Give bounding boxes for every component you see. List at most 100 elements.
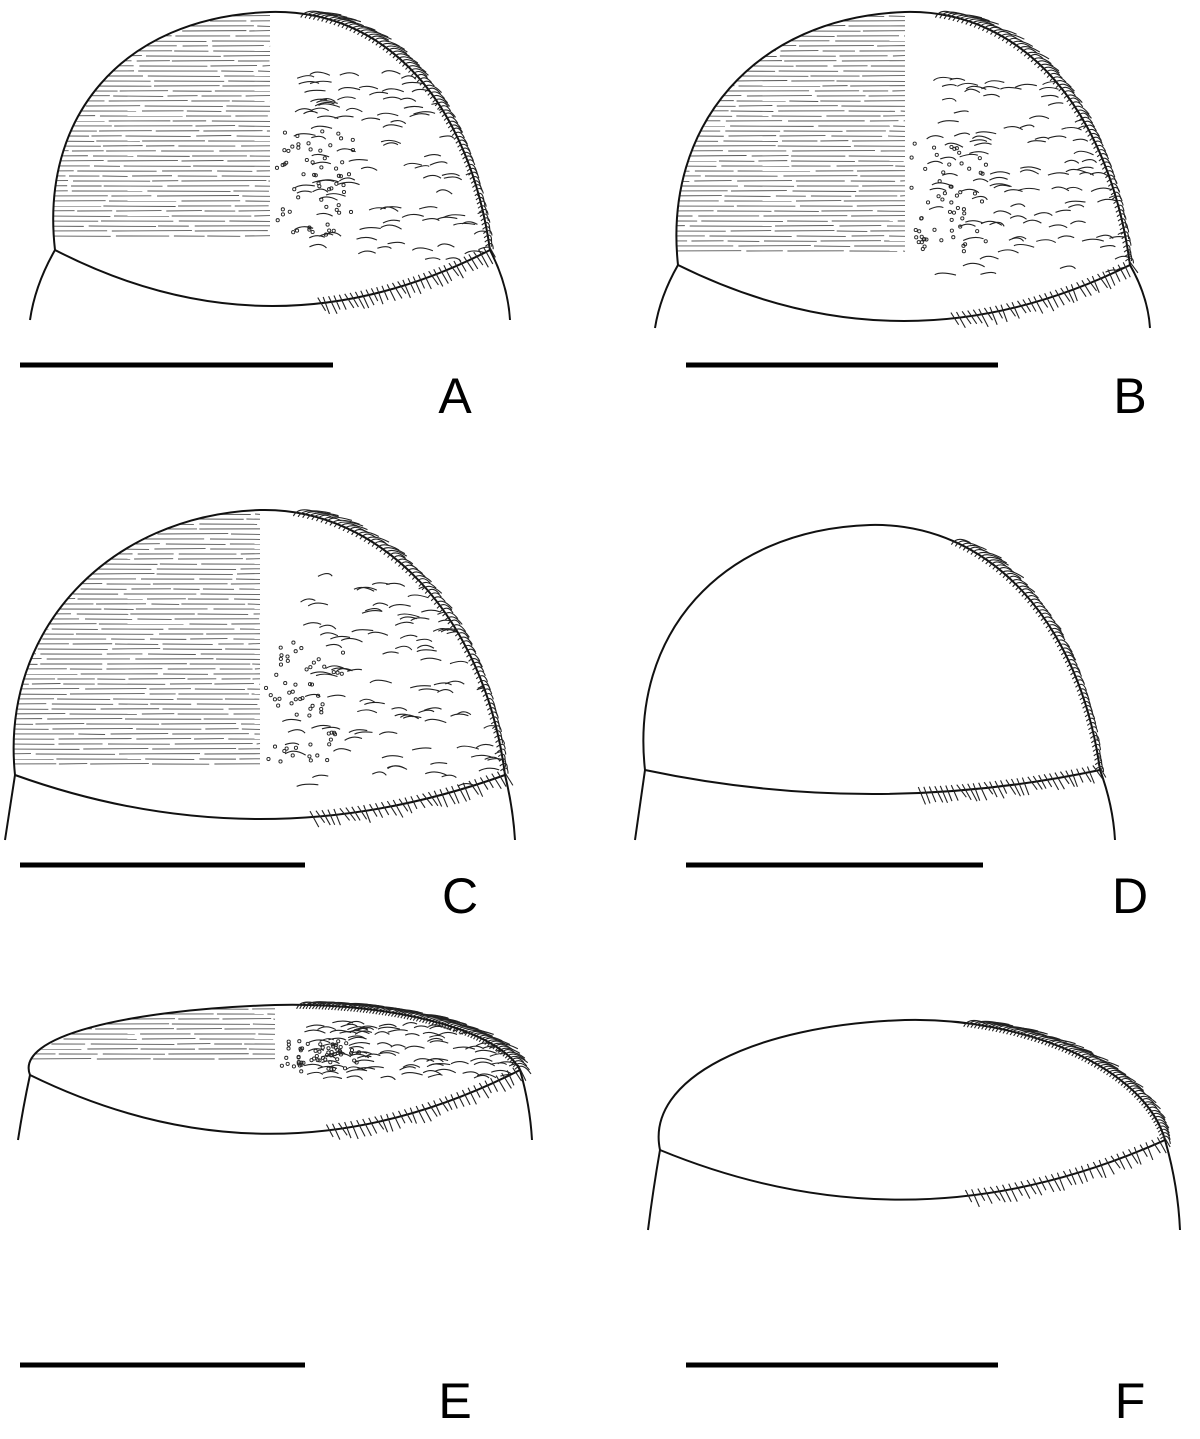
puncture [329,730,334,735]
marginal-seta [507,1055,529,1064]
puncture [332,730,337,735]
puncture [274,672,279,677]
seta [424,718,447,724]
basal-seta [1002,1184,1012,1203]
marginal-seta [1050,631,1065,638]
marginal-seta [419,80,435,87]
seta [325,193,346,197]
marginal-seta [445,120,462,130]
seta [413,111,436,115]
seta [293,133,316,137]
puncture [266,756,271,762]
seta [1104,98,1121,103]
basal-seta [971,1189,980,1208]
basal-seta [1054,289,1065,306]
seta [348,1036,367,1041]
marginal-seta [482,226,491,234]
puncture [279,653,284,658]
seta [346,1020,365,1025]
basal-seta [1054,772,1065,790]
marginal-seta [499,762,508,770]
marginal-seta [364,33,392,40]
basal-seta [338,1122,348,1136]
puncture [932,227,937,232]
basal-seta [344,293,355,309]
seta [333,748,352,752]
seta [356,1067,376,1070]
seta [360,166,378,171]
marginal-seta [449,624,467,633]
basal-seta [422,793,433,807]
seta [331,667,351,672]
basal-seta [321,809,331,826]
marginal-seta [1006,1027,1039,1035]
puncture [322,156,327,161]
marginal-seta [469,176,481,185]
marginal-seta [1063,94,1083,103]
seta [340,1023,358,1028]
puncture [284,1055,289,1060]
seta [453,222,476,226]
seta [965,220,983,224]
seta [1010,203,1026,208]
seta [960,188,980,194]
seta [357,709,378,714]
seta [378,1052,397,1056]
puncture [292,187,297,192]
basal-seta [1044,1175,1055,1193]
basal-seta [392,799,404,818]
puncture [313,173,318,178]
puncture [286,1042,291,1047]
seta [1051,186,1070,192]
basal-seta [363,804,371,823]
puncture [290,689,295,694]
marginal-seta [1087,132,1102,142]
marginal-seta [1125,257,1135,264]
seta [1013,243,1035,248]
basal-seta [398,798,409,812]
marginal-seta [488,711,499,719]
basal-seta [333,295,341,310]
seta [956,82,979,87]
puncture [315,1058,320,1063]
seta [318,233,334,237]
basal-seta [473,1085,481,1098]
seta [485,619,506,624]
basal-seta [381,285,389,301]
seta [317,115,339,120]
seta [318,196,338,201]
basal-seta [495,1075,506,1092]
basal-seta [351,806,361,821]
puncture [307,227,312,232]
seta [979,255,999,260]
seta [376,1042,393,1047]
marginal-seta [383,549,408,557]
puncture [276,703,281,708]
basal-seta [433,268,444,287]
seta [421,609,441,613]
basal-seta [983,307,993,321]
seta [381,70,401,75]
basal-seta [490,1077,499,1092]
seta [437,1031,458,1037]
striation-hatching [676,15,906,252]
marginal-seta [360,31,389,38]
basal-seta [362,1118,372,1137]
seta [456,601,476,607]
marginal-seta [988,561,1007,568]
seta [965,85,987,90]
marginal-seta [995,1025,1013,1033]
seta [325,665,346,670]
marginal-seta [432,98,451,107]
marginal-seta [472,666,485,673]
marginal-seta [1113,200,1124,206]
puncture [301,1060,306,1065]
basal-seta [923,786,931,804]
marginal-seta [1062,654,1076,661]
marginal-seta [1054,639,1071,648]
puncture [341,183,346,188]
puncture [932,145,937,150]
marginal-seta [1147,1109,1166,1119]
basal-seta [983,1187,993,1204]
seta [416,638,433,643]
